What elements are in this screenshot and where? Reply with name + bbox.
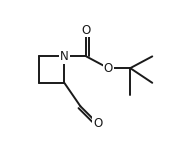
Text: O: O <box>82 24 91 37</box>
Text: O: O <box>104 62 113 75</box>
Text: N: N <box>60 50 69 63</box>
Text: O: O <box>93 117 103 130</box>
